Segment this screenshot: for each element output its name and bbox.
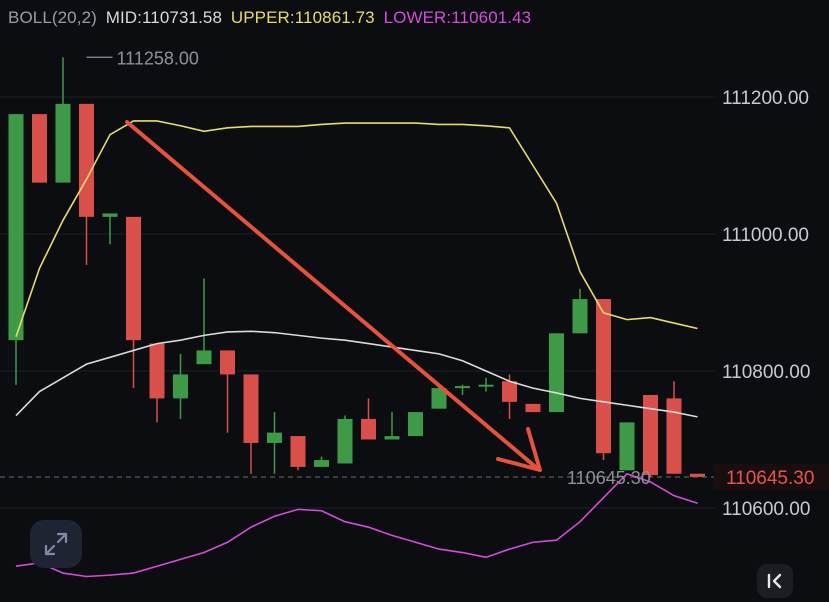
last-price-tag-bg <box>714 463 829 490</box>
candle-body-5 <box>126 216 141 341</box>
grid <box>0 96 715 509</box>
candle-11 <box>267 412 282 474</box>
candle-body-16 <box>384 436 400 440</box>
candle-2 <box>55 57 71 183</box>
candle-body-27 <box>643 394 658 476</box>
last-price-axis-label: 110645.30 <box>726 468 814 489</box>
candle-15 <box>361 398 376 440</box>
y-tick-label-1: 111000.00 <box>722 225 809 246</box>
price-axis: 111200.00 111000.00 110800.00 110600.00 <box>722 88 810 520</box>
y-tick-label-2: 110800.00 <box>722 362 810 383</box>
mid-band-line <box>15 330 698 418</box>
y-tick-label-0: 111200.00 <box>722 88 809 109</box>
candle-26 <box>619 422 635 471</box>
legend-lower: LOWER:110601.43 <box>383 8 532 27</box>
expand-arrows-icon <box>44 532 68 556</box>
candle-13 <box>314 456 329 467</box>
candle-body-26 <box>619 422 635 471</box>
high-price-label: 111258.00 <box>117 48 199 68</box>
legend-mid: MID:110731.58 <box>105 8 223 27</box>
candle-body-9 <box>220 350 235 375</box>
chevron-left-bar-icon <box>767 573 782 589</box>
last-price-inline-label: 110645.30 <box>567 468 651 488</box>
candle-body-15 <box>361 418 376 440</box>
candle-24 <box>572 288 588 334</box>
expand-button[interactable] <box>30 520 82 568</box>
candle-body-21 <box>502 381 517 402</box>
candle-body-6 <box>149 343 165 399</box>
candle-body-10 <box>243 374 259 443</box>
candle-5 <box>126 216 141 389</box>
candle-23 <box>549 333 564 413</box>
candle-body-1 <box>32 114 47 183</box>
candle-9 <box>220 350 235 433</box>
candle-body-20 <box>478 384 494 387</box>
candle-25 <box>596 299 611 461</box>
legend-indicator: BOLL(20,2) <box>8 8 97 27</box>
candle-body-0 <box>8 114 24 341</box>
candle-body-11 <box>267 432 282 443</box>
scroll-to-latest-button[interactable] <box>757 564 793 598</box>
candle-22 <box>525 403 541 413</box>
candle-4 <box>102 213 118 245</box>
candle-18 <box>431 384 447 409</box>
candle-10 <box>243 374 259 474</box>
candle-16 <box>384 412 400 440</box>
trend-arrow-head <box>496 427 542 472</box>
trend-arrow-shaft <box>125 120 540 471</box>
candle-body-25 <box>596 299 611 454</box>
candle-17 <box>408 412 423 437</box>
candle-body-3 <box>79 103 94 217</box>
candle-19 <box>455 384 470 395</box>
candle-body-7 <box>173 374 188 399</box>
candle-body-18 <box>431 388 447 409</box>
candle-body-22 <box>525 403 541 413</box>
candle-6 <box>149 343 165 423</box>
candle-body-28 <box>666 398 682 474</box>
candle-14 <box>337 415 353 464</box>
candle-body-12 <box>290 436 306 467</box>
lower-band-line <box>15 472 698 578</box>
candle-body-24 <box>572 299 588 334</box>
candle-20 <box>478 377 494 392</box>
candles <box>8 57 705 478</box>
candle-body-17 <box>408 412 423 437</box>
candle-28 <box>666 381 682 474</box>
candle-body-29 <box>690 473 705 477</box>
legend-upper: UPPER:110861.73 <box>230 8 375 27</box>
candle-body-14 <box>337 418 353 464</box>
price-labels: 110645.30 110645.30 111258.00 <box>0 48 829 490</box>
candle-body-2 <box>55 103 71 183</box>
candle-12 <box>290 436 306 471</box>
candle-1 <box>32 114 47 183</box>
upper-band-line <box>15 120 698 338</box>
trend-arrow <box>125 120 542 472</box>
candle-7 <box>173 353 188 419</box>
candle-body-19 <box>455 386 470 389</box>
candle-0 <box>8 114 24 385</box>
candle-body-23 <box>549 333 564 413</box>
candle-body-13 <box>314 460 329 467</box>
candle-8 <box>196 278 212 365</box>
candle-body-4 <box>102 213 118 217</box>
y-tick-label-3: 110600.00 <box>722 499 810 520</box>
indicator-legend: BOLL(20,2) MID:110731.58 UPPER:110861.73… <box>8 8 535 28</box>
candle-body-8 <box>196 350 212 365</box>
candle-3 <box>79 103 94 265</box>
